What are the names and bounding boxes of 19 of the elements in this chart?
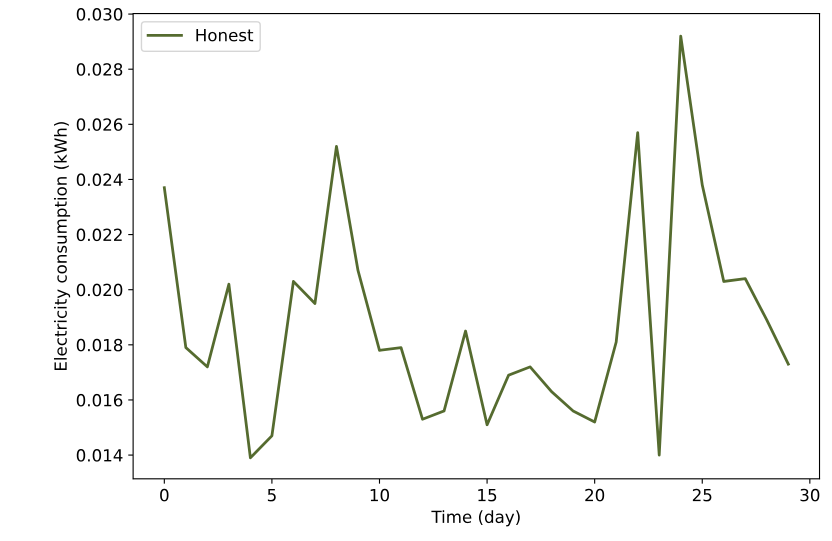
y-tick-label: 0.028 (76, 63, 122, 76)
x-tick-label: 0 (160, 488, 169, 502)
x-tick-label: 5 (268, 489, 276, 502)
x-tick-label: 20 (585, 488, 604, 502)
legend-label: Honest (196, 29, 254, 42)
x-tick-label: 10 (370, 488, 389, 502)
y-tick-label: 0.024 (76, 173, 122, 186)
y-tick-label: 0.022 (76, 228, 122, 242)
x-axis-title: Time (day) (431, 510, 520, 526)
y-tick-label: 0.018 (76, 338, 122, 352)
y-tick-label: 0.016 (76, 394, 122, 407)
y-tick-label: 0.030 (76, 8, 122, 21)
x-tick-label: 15 (478, 489, 496, 502)
y-tick-label: 0.026 (76, 118, 122, 131)
y-tick-label: 0.020 (76, 284, 122, 296)
x-tick-label: 30 (800, 488, 820, 502)
x-tick-label: 25 (692, 488, 712, 502)
y-axis-title: Electricity consumption (kWh) (54, 122, 70, 370)
y-tick-label: 0.014 (76, 449, 122, 462)
